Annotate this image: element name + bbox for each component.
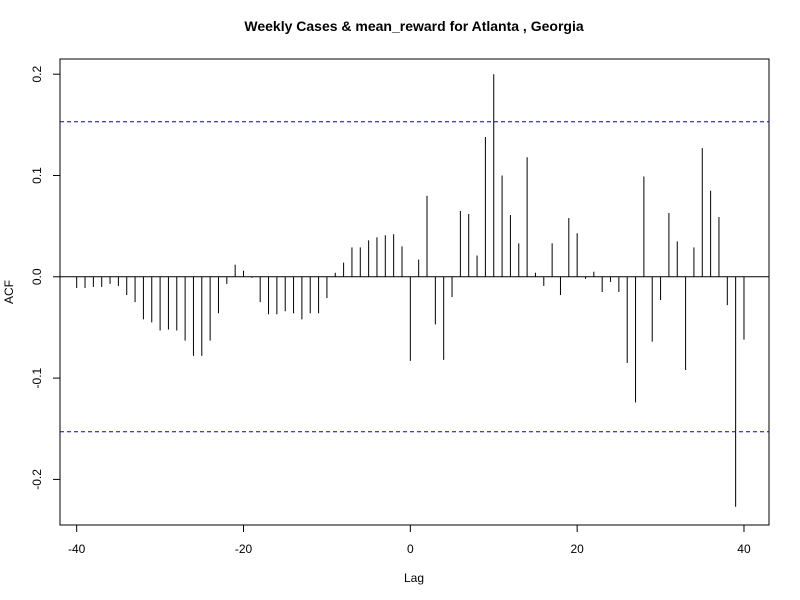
plot-frame <box>59 58 770 526</box>
x-tick-label: 0 <box>407 542 414 556</box>
y-axis: -0.2 -0.1 0.0 0.1 0.2 <box>30 66 61 490</box>
chart-title: Weekly Cases & mean_reward for Atlanta ,… <box>244 18 583 34</box>
bars-group <box>76 74 745 507</box>
x-tick-label: 20 <box>570 542 584 556</box>
y-tick-label: 0.1 <box>30 167 44 184</box>
y-tick-label: -0.1 <box>30 367 44 388</box>
y-axis-label: ACF <box>2 280 16 304</box>
x-axis-label: Lag <box>404 571 424 585</box>
y-tick-label: 0.0 <box>30 268 44 285</box>
x-axis: -40 -20 0 20 40 <box>68 524 751 556</box>
x-tick-label: -20 <box>235 542 253 556</box>
x-tick-label: -40 <box>68 542 86 556</box>
y-tick-label: 0.2 <box>30 66 44 83</box>
y-tick-label: -0.2 <box>30 469 44 490</box>
x-tick-label: 40 <box>737 542 751 556</box>
